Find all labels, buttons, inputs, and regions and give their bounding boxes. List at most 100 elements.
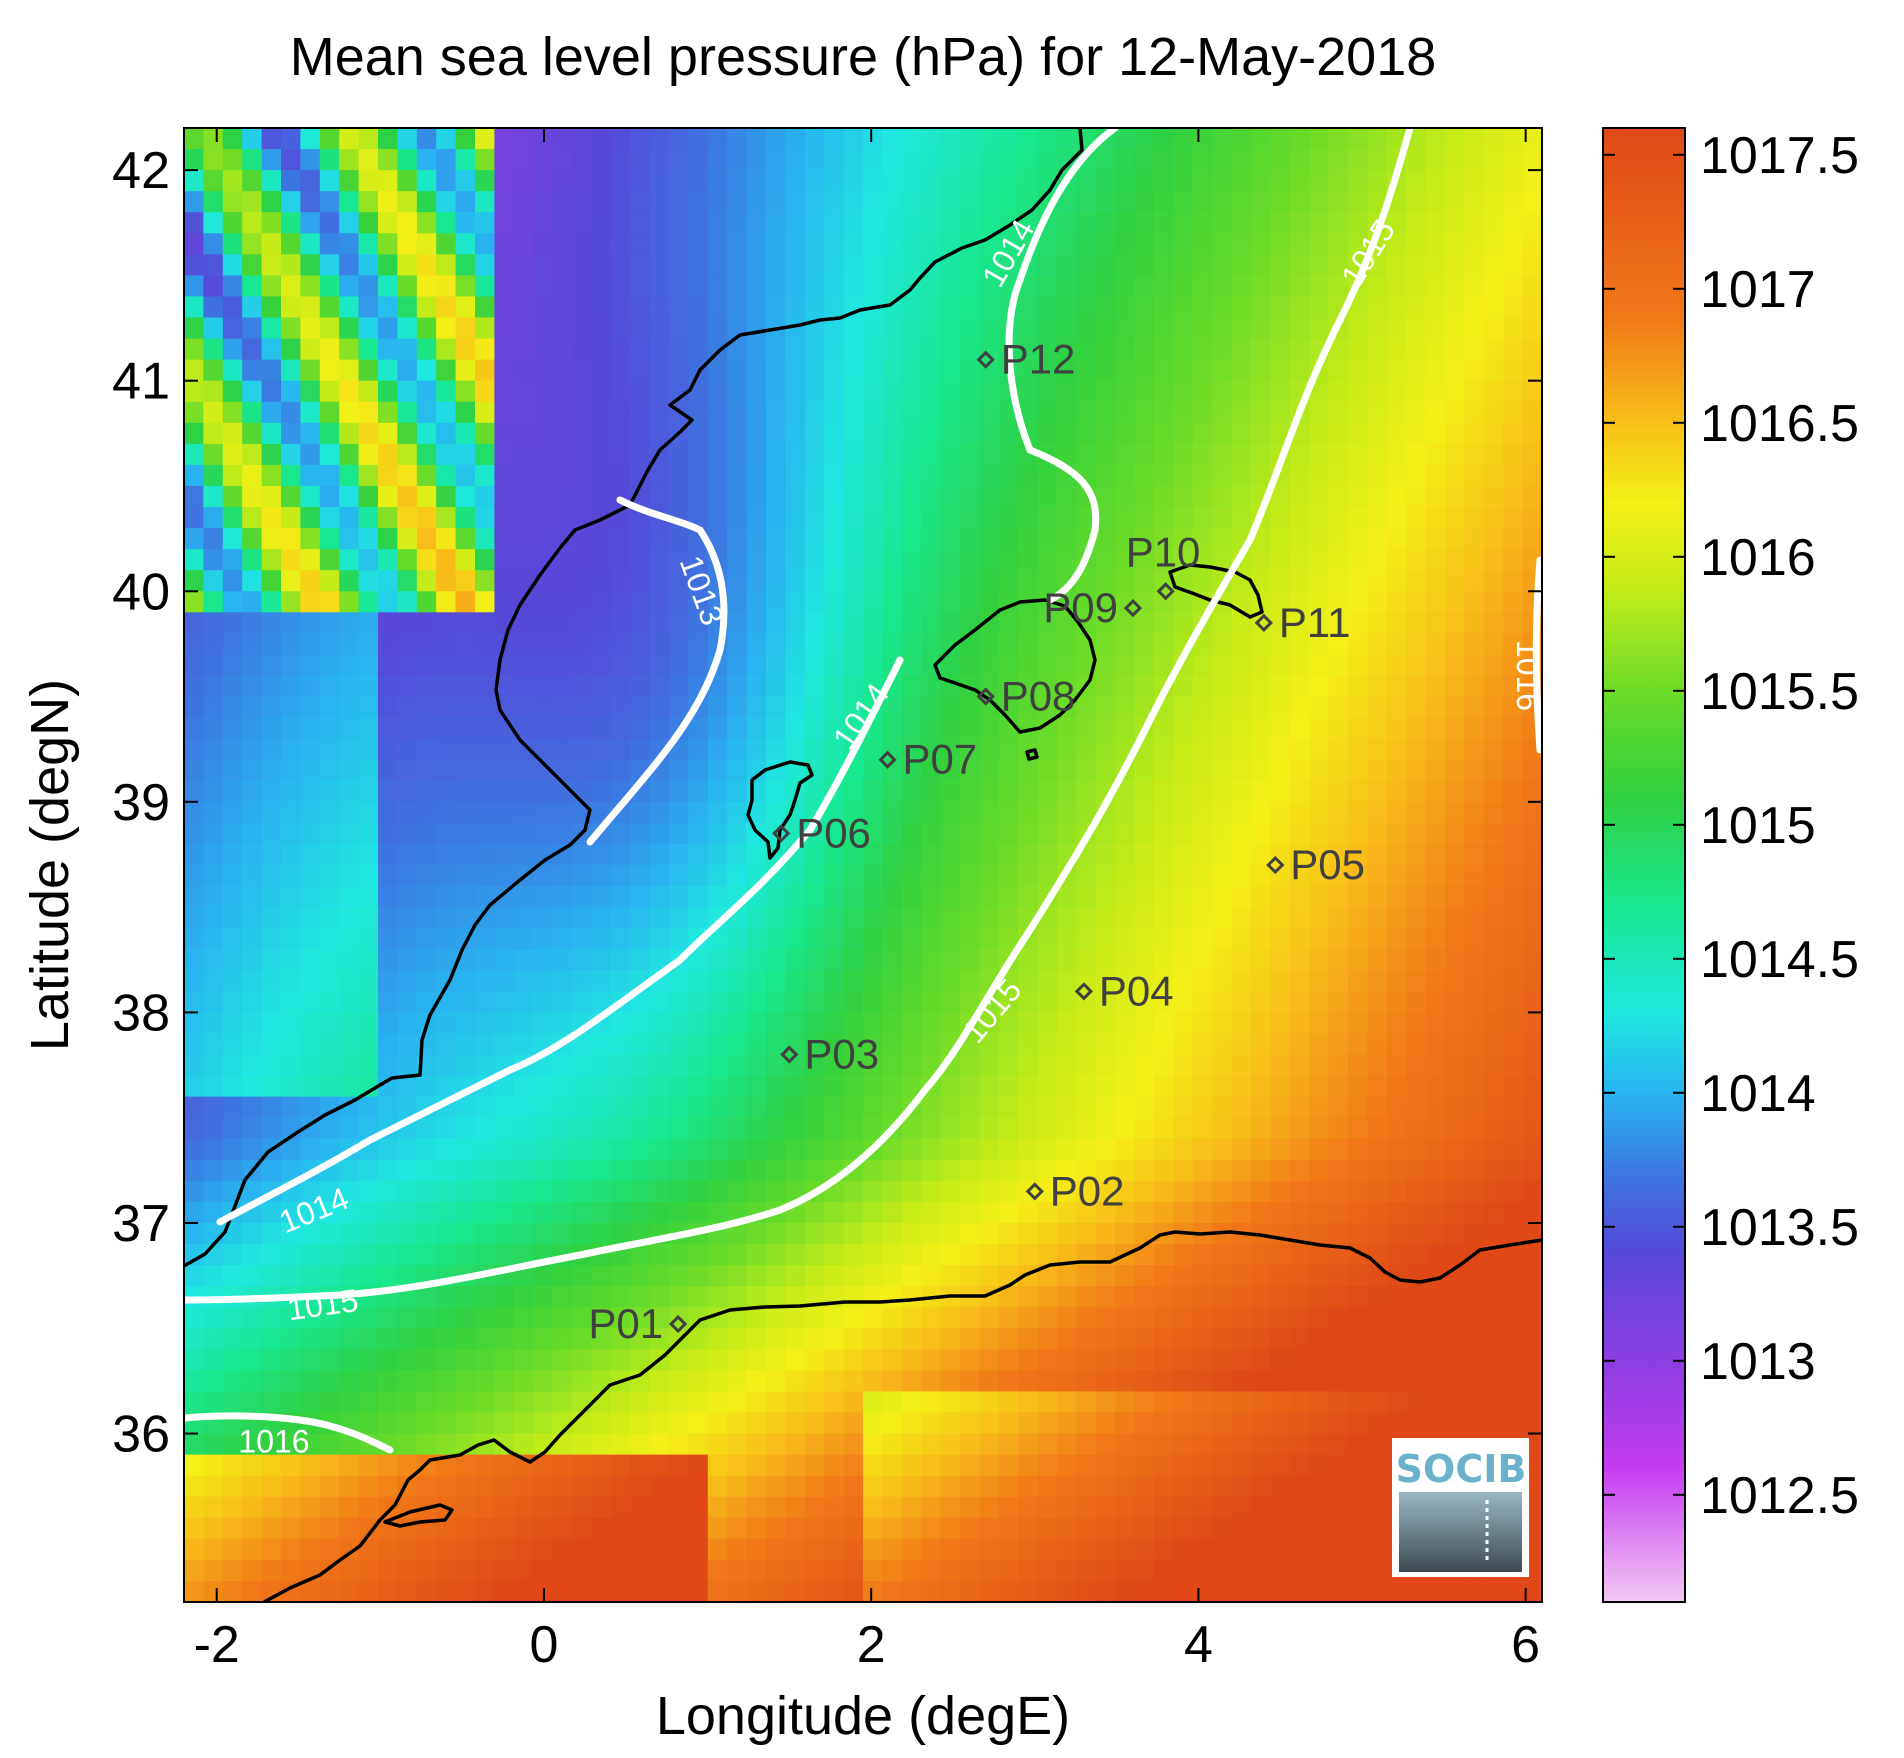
pressure-cell [416, 1075, 437, 1098]
pressure-cell [494, 1412, 515, 1435]
pressure-cell [591, 1349, 612, 1371]
pressure-cell [960, 970, 980, 992]
pressure-cell [281, 549, 301, 571]
pressure-cell [533, 1307, 554, 1329]
pressure-cell [843, 970, 864, 992]
pressure-cell [863, 380, 883, 403]
pressure-cell [572, 1496, 592, 1519]
pressure-cell [397, 717, 418, 740]
pressure-cell [513, 907, 534, 929]
pressure-cell [727, 338, 748, 361]
pressure-cell [998, 886, 1019, 908]
pressure-cell [281, 1054, 301, 1077]
pressure-cell [475, 1496, 495, 1519]
pressure-cell [688, 1454, 709, 1477]
pressure-cell [1231, 991, 1252, 1013]
pressure-cell [222, 1054, 243, 1077]
pressure-cell [746, 1159, 767, 1182]
pressure-cell [1212, 780, 1233, 803]
pressure-cell [766, 1096, 786, 1119]
pressure-cell [1231, 1538, 1252, 1561]
station-marker [772, 824, 791, 843]
pressure-cell [824, 443, 845, 466]
pressure-cell [649, 464, 670, 487]
pressure-cell [1406, 612, 1427, 634]
pressure-cell [1037, 570, 1058, 592]
pressure-cell [1367, 1517, 1388, 1540]
pressure-cell [378, 1412, 398, 1435]
pressure-cell [979, 1054, 1000, 1077]
pressure-cell [1367, 1033, 1388, 1056]
pressure-cell [1134, 654, 1155, 677]
pressure-cell [1095, 1222, 1116, 1245]
pressure-cell [203, 1117, 224, 1140]
pressure-cell [455, 1012, 476, 1035]
pressure-cell [766, 191, 786, 213]
pressure-cell [591, 696, 612, 719]
pressure-cell [1192, 317, 1213, 340]
pressure-cell [843, 443, 864, 466]
pressure-cell [746, 1286, 767, 1308]
pressure-cell [1406, 275, 1427, 298]
pressure-cell [863, 1328, 883, 1350]
pressure-cell [1425, 233, 1446, 255]
pressure-cell [1406, 591, 1427, 613]
pressure-cell [416, 801, 437, 824]
pressure-cell [998, 991, 1019, 1013]
pressure-cell [1406, 1244, 1427, 1266]
pressure-cell [261, 1117, 282, 1140]
pressure-cell [203, 886, 224, 908]
pressure-cell [882, 1307, 903, 1329]
pressure-cell [319, 759, 340, 782]
pressure-cell [901, 1580, 922, 1602]
pressure-cell [319, 296, 340, 319]
pressure-cell [901, 401, 922, 424]
pressure-cell [669, 170, 689, 192]
pressure-cell [203, 443, 224, 466]
pressure-cell [242, 1117, 263, 1140]
pressure-cell [998, 1159, 1019, 1182]
pressure-cell [1057, 422, 1077, 445]
pressure-cell [1192, 296, 1213, 319]
pressure-cell [416, 296, 437, 319]
pressure-cell [397, 170, 418, 192]
pressure-cell [436, 1391, 457, 1414]
pressure-cell [1115, 359, 1136, 382]
pressure-cell [1445, 801, 1465, 824]
pressure-cell [1270, 275, 1291, 298]
pressure-cell [552, 1138, 573, 1161]
pressure-cell [281, 886, 301, 908]
pressure-cell [785, 1012, 806, 1035]
pressure-cell [378, 591, 398, 613]
pressure-cell [1212, 970, 1233, 992]
pressure-cell [1348, 1265, 1368, 1287]
pressure-cell [436, 254, 457, 276]
pressure-cell [572, 296, 592, 319]
pressure-cell [1367, 886, 1388, 908]
pressure-cell [572, 591, 592, 613]
pressure-cell [572, 1559, 592, 1582]
pressure-cell [552, 549, 573, 571]
pressure-cell [1348, 970, 1368, 992]
pressure-cell [1251, 1475, 1271, 1498]
pressure-cell [203, 401, 224, 424]
pressure-cell [1231, 1159, 1252, 1182]
pressure-cell [1037, 738, 1058, 761]
pressure-cell [921, 1391, 942, 1414]
pressure-cell [746, 991, 767, 1013]
pressure-cell [1289, 949, 1310, 971]
pressure-cell [843, 1222, 864, 1245]
pressure-cell [1445, 233, 1465, 255]
pressure-cell [1425, 1222, 1446, 1245]
pressure-cell [746, 275, 767, 298]
pressure-cell [766, 380, 786, 403]
pressure-cell [513, 1580, 534, 1602]
pressure-cell [1425, 1370, 1446, 1393]
pressure-cell [921, 591, 942, 613]
pressure-cell [1095, 1370, 1116, 1393]
pressure-cell [184, 822, 204, 845]
pressure-cell [669, 822, 689, 845]
pressure-cell [572, 1433, 592, 1456]
pressure-cell [222, 128, 243, 150]
pressure-cell [184, 254, 204, 276]
